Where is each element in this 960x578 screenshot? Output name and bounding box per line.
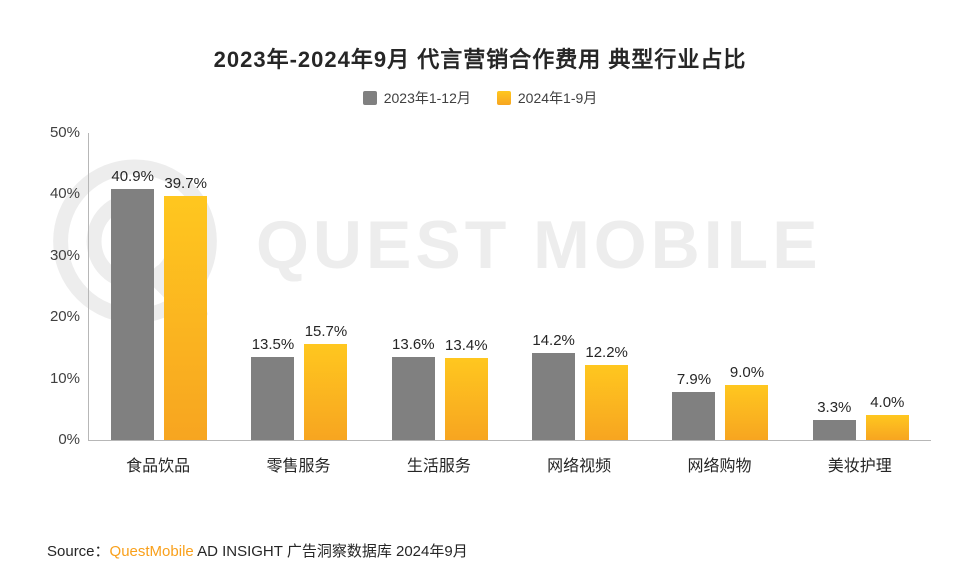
bar-group: 3.3% 4.0% (791, 133, 931, 440)
bar-wrap: 14.2% (532, 133, 576, 440)
y-axis: 0% 10% 20% 30% 40% 50% (28, 124, 80, 448)
legend-item: 2024年1-9月 (496, 88, 598, 108)
bar-wrap: 13.6% (391, 133, 435, 440)
bar-value-label: 13.4% (445, 336, 488, 354)
bar (391, 356, 435, 440)
category-label: 生活服务 (406, 458, 471, 475)
bar (304, 343, 348, 440)
bar (812, 419, 856, 440)
category-label: 网络购物 (687, 458, 752, 475)
bar (865, 415, 909, 440)
bar-group: 40.9% 39.7% (89, 133, 229, 440)
bar-value-label: 40.9% (111, 167, 154, 185)
bar-value-label: 3.3% (817, 398, 852, 416)
category-label: 网络视频 (547, 458, 612, 475)
bar (251, 357, 295, 440)
source-brand: QuestMobile (109, 543, 194, 560)
y-tick-label: 0% (58, 431, 80, 448)
bar-value-label: 7.9% (676, 370, 712, 388)
bar-wrap: 4.0% (865, 133, 909, 440)
x-axis-labels: 食品饮品 零售服务 生活服务 网络视频 网络购物 美妆护理 (88, 452, 930, 476)
bar (672, 391, 716, 440)
bar-wrap: 12.2% (585, 133, 629, 440)
bar-wrap: 7.9% (672, 133, 716, 440)
bar (585, 365, 629, 440)
bar (164, 196, 208, 440)
bar (725, 384, 769, 440)
bar-value-label: 12.2% (585, 344, 628, 362)
y-tick-label: 30% (49, 246, 80, 264)
source-line: Source：QuestMobile AD INSIGHT 广告洞察数据库 20… (47, 540, 468, 561)
category-label: 美妆护理 (827, 458, 892, 475)
legend-label: 2023年1-12月 (383, 90, 471, 106)
y-tick-label: 40% (49, 185, 80, 203)
source-prefix: Source： (47, 543, 110, 560)
bar-value-label: 9.0% (729, 363, 765, 381)
bar-group: 7.9% 9.0% (650, 133, 790, 440)
bar-wrap: 15.7% (304, 133, 348, 440)
legend-swatch (496, 91, 511, 105)
bar-value-label: 14.2% (532, 331, 575, 349)
bar-wrap: 40.9% (111, 133, 155, 440)
bar (444, 357, 488, 440)
bar-wrap: 3.3% (812, 133, 856, 440)
bar (532, 352, 576, 440)
source-suffix: AD INSIGHT 广告洞察数据库 2024年9月 (193, 543, 468, 560)
bar-group: 13.6% 13.4% (370, 133, 510, 440)
bar-value-label: 13.5% (251, 336, 295, 354)
y-tick-label: 20% (49, 308, 80, 326)
bar-value-label: 39.7% (164, 175, 207, 193)
bar-group: 13.5% 15.7% (229, 133, 369, 440)
y-tick-label: 50% (49, 124, 80, 141)
y-tick-label: 10% (49, 369, 80, 387)
plot-area: 40.9% 39.7% 13.5% 15.7% 13.6% 13.4% 14.2% 12.2%… (88, 133, 931, 441)
category-label: 食品饮品 (126, 458, 191, 475)
bar-group: 14.2% 12.2% (510, 133, 650, 440)
bar-wrap: 39.7% (164, 133, 208, 440)
legend-swatch (362, 91, 377, 105)
chart-title: 2023年-2024年9月 代言营销合作费用 典型行业占比 (213, 47, 747, 72)
bar-value-label: 15.7% (304, 322, 348, 340)
bar-value-label: 4.0% (870, 394, 905, 412)
legend-item: 2023年1-12月 (362, 88, 471, 108)
legend-label: 2024年1-9月 (517, 90, 598, 106)
bar (111, 188, 155, 440)
bar-wrap: 13.4% (444, 133, 488, 440)
bar-wrap: 13.5% (251, 133, 295, 440)
bar-wrap: 9.0% (725, 133, 769, 440)
legend: 2023年1-12月 2024年1-9月 (0, 88, 960, 108)
bar-value-label: 13.6% (392, 335, 435, 353)
category-label: 零售服务 (266, 458, 331, 475)
